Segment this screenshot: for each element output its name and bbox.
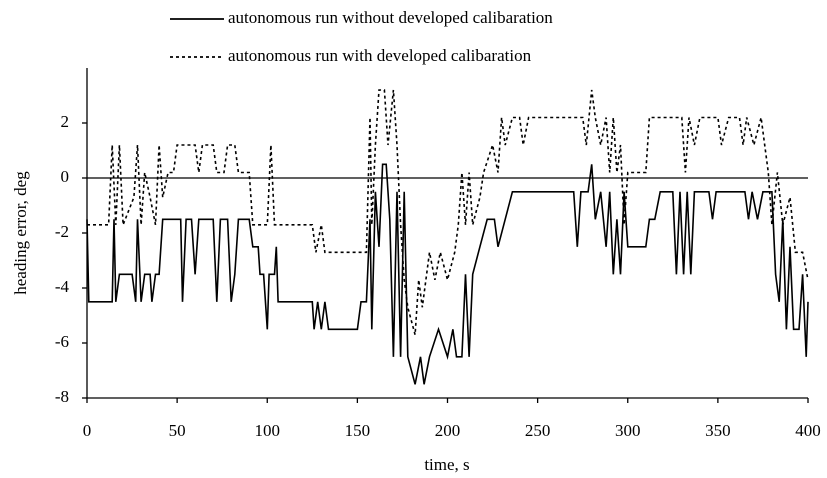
x-tick-label: 300 xyxy=(615,421,641,440)
legend-label: autonomous run without developed calibar… xyxy=(228,8,553,27)
x-tick-label: 400 xyxy=(795,421,821,440)
x-tick-label: 0 xyxy=(83,421,92,440)
y-axis-label: heading error, deg xyxy=(11,171,30,295)
x-tick-label: 350 xyxy=(705,421,731,440)
y-tick-label: 2 xyxy=(61,112,70,131)
y-tick-label: 0 xyxy=(61,167,70,186)
y-tick-label: -2 xyxy=(55,222,69,241)
legend-label: autonomous run with developed calibarati… xyxy=(228,46,532,65)
x-tick-label: 100 xyxy=(255,421,281,440)
series-line xyxy=(87,89,809,336)
y-tick-label: -8 xyxy=(55,387,69,406)
x-tick-label: 150 xyxy=(345,421,371,440)
y-tick-label: -6 xyxy=(55,332,69,351)
series-line xyxy=(86,163,809,385)
x-tick-label: 250 xyxy=(525,421,551,440)
x-tick-label: 200 xyxy=(435,421,461,440)
x-tick-label: 50 xyxy=(169,421,186,440)
x-axis-label: time, s xyxy=(424,455,469,474)
y-tick-label: -4 xyxy=(55,277,70,296)
